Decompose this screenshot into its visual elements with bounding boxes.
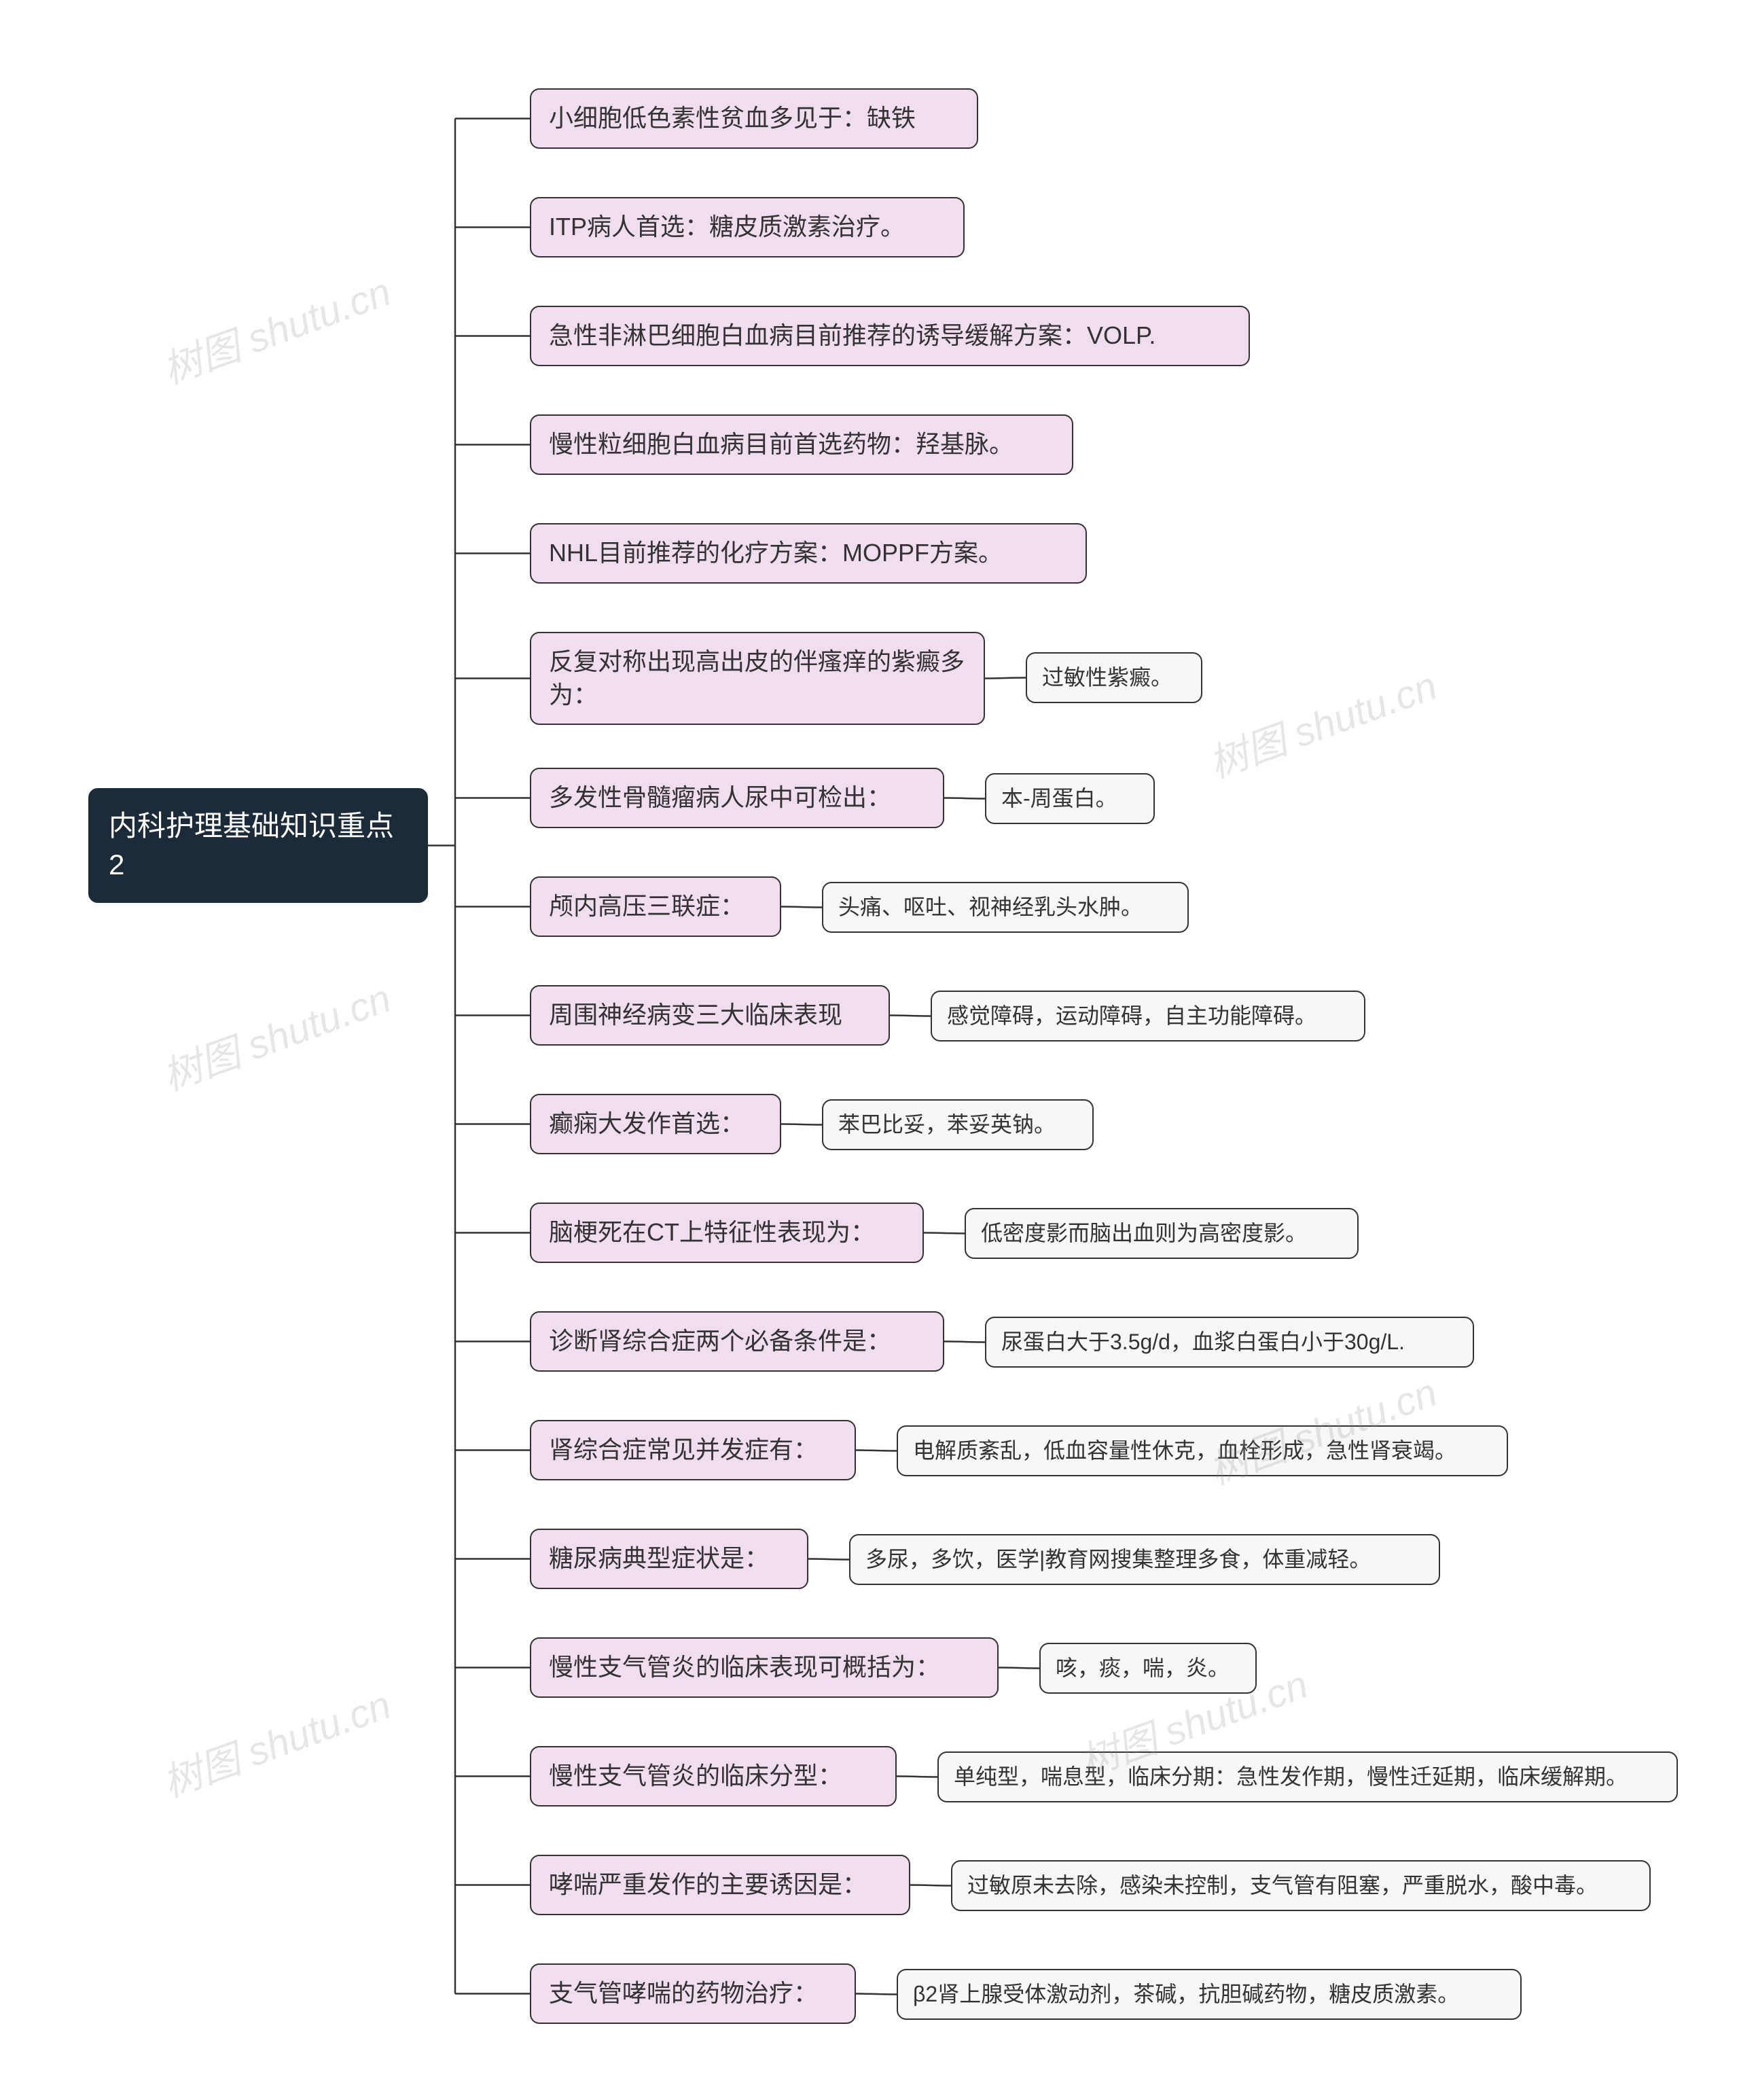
primary-node-3: 慢性粒细胞白血病目前首选药物：羟基脉。 [530,414,1073,475]
primary-node-15: 慢性支气管炎的临床分型： [530,1746,897,1807]
secondary-node-13-0: 多尿，多饮，医学|教育网搜集整理多食，体重减轻。 [849,1534,1440,1585]
watermark: 树图 shutu.cn [1200,654,1444,789]
mindmap-canvas: 内科护理基础知识重点2 小细胞低色素性贫血多见于：缺铁 ITP病人首选：糖皮质激素治… [0,0,1739,2100]
primary-node-17: 支气管哮喘的药物治疗： [530,1963,856,2024]
primary-node-11: 诊断肾综合症两个必备条件是： [530,1311,944,1372]
watermark: 树图 shutu.cn [154,1673,397,1808]
secondary-node-6-0: 本-周蛋白。 [985,773,1155,824]
secondary-node-5-0: 过敏性紫癜。 [1026,652,1202,703]
primary-node-2: 急性非淋巴细胞白血病目前推荐的诱导缓解方案：VOLP. [530,306,1250,366]
primary-node-9: 癫痫大发作首选： [530,1094,781,1154]
watermark: 树图 shutu.cn [154,966,397,1101]
secondary-node-8-0: 感觉障碍，运动障碍，自主功能障碍。 [931,991,1365,1042]
secondary-node-10-0: 低密度影而脑出血则为高密度影。 [965,1208,1359,1259]
primary-node-16: 哮喘严重发作的主要诱因是： [530,1855,910,1915]
primary-node-12: 肾综合症常见并发症有： [530,1420,856,1480]
primary-node-7: 颅内高压三联症： [530,876,781,937]
primary-node-14: 慢性支气管炎的临床表现可概括为： [530,1637,999,1698]
watermark: 树图 shutu.cn [154,260,397,395]
secondary-node-17-0: β2肾上腺受体激动剂，茶碱，抗胆碱药物，糖皮质激素。 [897,1969,1522,2020]
primary-node-0: 小细胞低色素性贫血多见于：缺铁 [530,88,978,149]
secondary-node-7-0: 头痛、呕吐、视神经乳头水肿。 [822,882,1189,933]
primary-node-10: 脑梗死在CT上特征性表现为： [530,1203,924,1263]
primary-node-4: NHL目前推荐的化疗方案：MOPPF方案。 [530,523,1087,584]
root-node: 内科护理基础知识重点2 [88,788,428,903]
secondary-node-11-0: 尿蛋白大于3.5g/d，血浆白蛋白小于30g/L. [985,1317,1474,1368]
primary-node-6: 多发性骨髓瘤病人尿中可检出： [530,768,944,828]
secondary-node-9-0: 苯巴比妥，苯妥英钠。 [822,1099,1094,1150]
secondary-node-12-0: 电解质紊乱，低血容量性休克，血栓形成，急性肾衰竭。 [897,1425,1508,1476]
secondary-node-15-0: 单纯型，喘息型，临床分期：急性发作期，慢性迁延期，临床缓解期。 [937,1751,1678,1802]
primary-node-1: ITP病人首选：糖皮质激素治疗。 [530,197,965,257]
primary-node-5: 反复对称出现高出皮的伴瘙痒的紫癜多为： [530,632,985,725]
secondary-node-14-0: 咳，痰，喘，炎。 [1039,1643,1257,1694]
secondary-node-16-0: 过敏原未去除，感染未控制，支气管有阻塞，严重脱水，酸中毒。 [951,1860,1651,1911]
primary-node-13: 糖尿病典型症状是： [530,1529,808,1589]
primary-node-8: 周围神经病变三大临床表现 [530,985,890,1046]
